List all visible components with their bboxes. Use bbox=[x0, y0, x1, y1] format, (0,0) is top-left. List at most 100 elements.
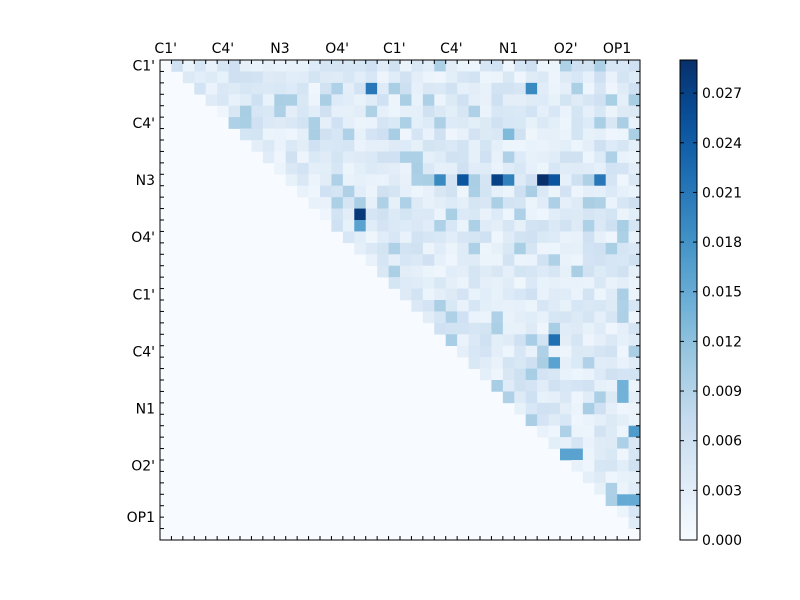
heatmap-cell bbox=[480, 357, 492, 369]
heatmap-cell bbox=[491, 380, 504, 392]
heatmap-cell bbox=[548, 311, 561, 324]
heatmap-cell bbox=[205, 60, 218, 72]
y-tick-label: O2' bbox=[131, 459, 155, 475]
heatmap-cell bbox=[571, 288, 584, 301]
heatmap-cell bbox=[388, 94, 401, 107]
heatmap-cell bbox=[571, 254, 584, 267]
heatmap-cell bbox=[628, 380, 641, 392]
heatmap-cell bbox=[445, 265, 458, 278]
heatmap-cell bbox=[388, 265, 401, 278]
heatmap-cell bbox=[308, 82, 321, 95]
heatmap-cell bbox=[331, 105, 344, 118]
heatmap-cell bbox=[605, 357, 618, 369]
heatmap-cell bbox=[445, 60, 458, 72]
heatmap-cell bbox=[502, 242, 515, 255]
heatmap-cell bbox=[377, 242, 389, 255]
heatmap-cell bbox=[628, 334, 641, 347]
heatmap-cell bbox=[605, 437, 618, 449]
heatmap-cell bbox=[445, 277, 458, 289]
heatmap-cell bbox=[297, 71, 309, 84]
heatmap-cell bbox=[274, 162, 287, 175]
heatmap-cell bbox=[491, 242, 504, 255]
heatmap-cell bbox=[548, 94, 561, 107]
heatmap-cell bbox=[434, 151, 447, 164]
heatmap-cell bbox=[354, 185, 367, 198]
heatmap-cell bbox=[617, 334, 629, 347]
heatmap-cell bbox=[617, 94, 629, 107]
heatmap-cell bbox=[628, 300, 641, 312]
heatmap-cell bbox=[628, 277, 641, 289]
heatmap-cell bbox=[445, 140, 458, 152]
heatmap-cell bbox=[560, 448, 572, 461]
heatmap-cell bbox=[274, 71, 287, 84]
heatmap-cell bbox=[537, 402, 549, 415]
heatmap-cell bbox=[491, 117, 504, 129]
heatmap-cell bbox=[582, 288, 595, 301]
heatmap-cell bbox=[491, 174, 504, 187]
heatmap-cell bbox=[514, 254, 527, 267]
heatmap-cell bbox=[582, 94, 595, 107]
heatmap-cell bbox=[605, 311, 618, 324]
heatmap-cell bbox=[297, 151, 309, 164]
heatmap-cell bbox=[582, 471, 595, 484]
heatmap-cell bbox=[628, 494, 641, 507]
heatmap-cell bbox=[411, 151, 424, 164]
heatmap-cell bbox=[514, 368, 527, 381]
heatmap-cell bbox=[480, 117, 492, 129]
heatmap-cell bbox=[560, 311, 572, 324]
heatmap-cell bbox=[354, 71, 367, 84]
heatmap-cell bbox=[468, 174, 481, 187]
heatmap-cell bbox=[560, 265, 572, 278]
heatmap-cell bbox=[228, 117, 241, 129]
heatmap-cell bbox=[411, 71, 424, 84]
heatmap-cell bbox=[502, 300, 515, 312]
heatmap-cell bbox=[251, 117, 264, 129]
heatmap-cell bbox=[548, 277, 561, 289]
heatmap-cell bbox=[605, 242, 618, 255]
heatmap-cell bbox=[502, 94, 515, 107]
heatmap-cell bbox=[480, 254, 492, 267]
heatmap-cell bbox=[582, 242, 595, 255]
heatmap-cell bbox=[365, 105, 378, 118]
heatmap-cell bbox=[514, 71, 527, 84]
heatmap-cell bbox=[514, 402, 527, 415]
heatmap-cell bbox=[377, 220, 389, 232]
heatmap-cell bbox=[331, 60, 344, 72]
heatmap-cell bbox=[411, 277, 424, 289]
heatmap-cell bbox=[377, 231, 389, 244]
heatmap-cell bbox=[262, 105, 275, 118]
heatmap-cell bbox=[537, 174, 549, 187]
heatmap-cell bbox=[617, 402, 629, 415]
heatmap-cell bbox=[354, 242, 367, 255]
heatmap-cell bbox=[217, 105, 229, 118]
heatmap-cell bbox=[331, 185, 344, 198]
heatmap-cell bbox=[502, 265, 515, 278]
heatmap-cell bbox=[457, 197, 469, 209]
heatmap-cell bbox=[320, 82, 332, 95]
heatmap-cell bbox=[594, 311, 607, 324]
heatmap-cell bbox=[594, 231, 607, 244]
heatmap-cell bbox=[262, 140, 275, 152]
heatmap-cell bbox=[342, 105, 355, 118]
heatmap-cell bbox=[537, 60, 549, 72]
heatmap-cell bbox=[468, 265, 481, 278]
heatmap-cell bbox=[594, 71, 607, 84]
heatmap-cell bbox=[400, 140, 412, 152]
heatmap-cell bbox=[525, 185, 538, 198]
heatmap-cell bbox=[308, 71, 321, 84]
heatmap-cell bbox=[445, 220, 458, 232]
heatmap-cell bbox=[251, 105, 264, 118]
heatmap-cell bbox=[388, 140, 401, 152]
heatmap-cell bbox=[537, 105, 549, 118]
heatmap-cell bbox=[628, 105, 641, 118]
heatmap-cell bbox=[628, 71, 641, 84]
heatmap-cell bbox=[628, 128, 641, 141]
heatmap-cell bbox=[525, 94, 538, 107]
heatmap-cell bbox=[537, 185, 549, 198]
heatmap-cell bbox=[605, 71, 618, 84]
heatmap-cell bbox=[514, 357, 527, 369]
heatmap-cell bbox=[365, 94, 378, 107]
heatmap-cell bbox=[354, 151, 367, 164]
heatmap-cell bbox=[582, 277, 595, 289]
heatmap-cell bbox=[251, 71, 264, 84]
